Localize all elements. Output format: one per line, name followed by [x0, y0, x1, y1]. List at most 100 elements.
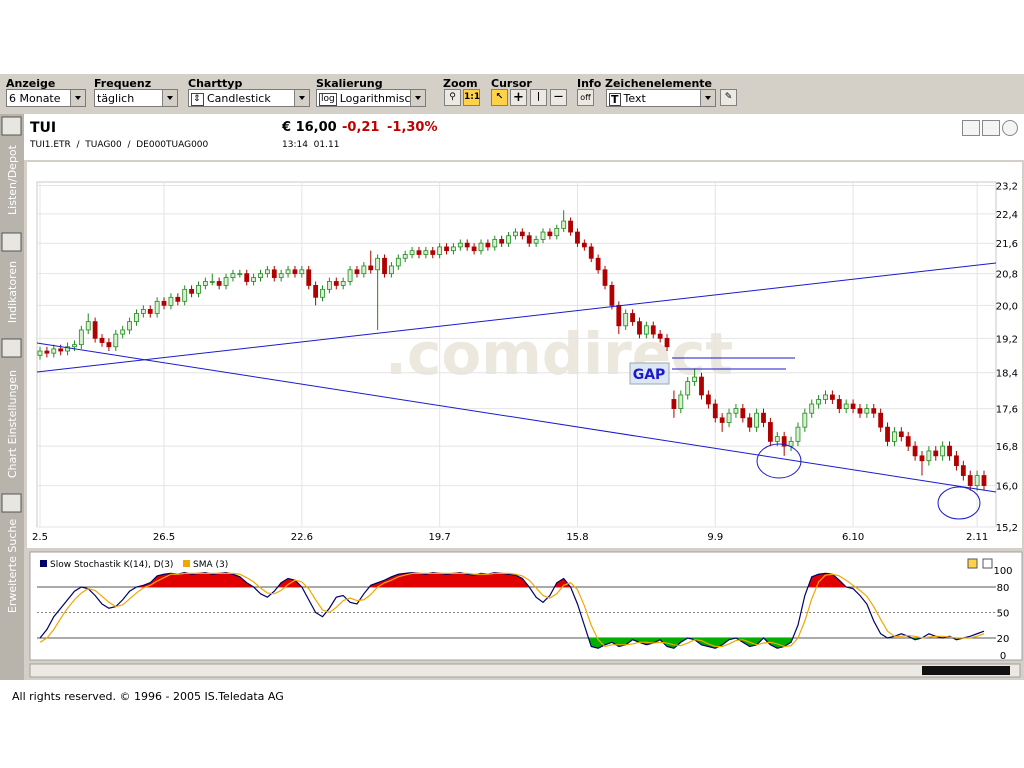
candle-body [251, 277, 257, 282]
sidebar-tab[interactable]: Listen/Depot [6, 144, 19, 215]
indicator-line [39, 572, 985, 648]
y-tick-label: 17,6 [996, 405, 1018, 416]
quote-time: 13:14 01.11 [282, 140, 340, 150]
trend-line [36, 342, 997, 493]
candle-body [306, 269, 312, 286]
tab-icon[interactable] [1, 232, 22, 252]
candle-body [258, 273, 263, 278]
candle-body [106, 342, 112, 348]
legend-label: SMA (3) [193, 560, 228, 570]
candle-body [747, 417, 753, 428]
candle-body [823, 394, 828, 400]
trend-line [36, 262, 997, 373]
candle-body [671, 399, 677, 409]
candle-body [202, 281, 208, 286]
instrument-name: TUI [30, 120, 57, 136]
candle-body [506, 235, 511, 244]
candle-body [51, 348, 57, 354]
scrollbar-thumb[interactable] [922, 666, 1010, 675]
refresh-icon[interactable] [1002, 120, 1018, 136]
candle-body [726, 412, 732, 423]
news-icon[interactable] [982, 120, 1000, 136]
price: € 16,00 [282, 120, 337, 135]
candle-body [264, 269, 270, 275]
panel-settings-icon[interactable] [967, 558, 978, 569]
drawings: GAP [36, 262, 997, 520]
x-tick-label: 2.5 [32, 532, 48, 543]
tab-icon[interactable] [1, 493, 22, 513]
scrollbar[interactable] [29, 663, 1021, 678]
candle-body [175, 296, 181, 302]
candle-body [878, 412, 884, 428]
candle-body [499, 239, 505, 244]
sidebar-tab[interactable]: Indikatoren [6, 261, 19, 323]
zoom-button[interactable]: ⚲ [444, 89, 461, 106]
candle-body [37, 350, 43, 356]
sidebar-tab[interactable]: Erweiterte Suche [6, 519, 19, 613]
main-panel [27, 162, 1022, 548]
tab-icon[interactable] [1, 338, 22, 358]
candle-body [623, 313, 629, 327]
dropdown[interactable]: täglich [94, 89, 178, 107]
candle-body [616, 304, 622, 327]
candle-body [712, 403, 718, 419]
indicator-panel [29, 551, 1023, 661]
y-tick-label: 23,2 [996, 181, 1018, 192]
zoom-reset-button[interactable]: 1:1 [463, 89, 480, 106]
candle-body [630, 313, 635, 323]
sidebar-tab[interactable]: Chart Einstellungen [6, 370, 19, 478]
cursor-arrow-button[interactable]: ↖ [491, 89, 508, 106]
candle-body [285, 269, 291, 275]
candle-body [657, 333, 663, 339]
x-tick-label: 9.9 [707, 532, 723, 543]
marker-ellipse [756, 443, 802, 479]
pen-button[interactable]: ✎ [720, 89, 737, 106]
info-button[interactable]: off [577, 89, 594, 106]
candle-body [154, 300, 160, 314]
dropdown[interactable]: 6 Monate [6, 89, 86, 107]
dropdown-value: Text [623, 92, 646, 105]
y-tick-label: 20,8 [996, 270, 1018, 281]
candle-body [554, 227, 560, 237]
dropdown-value: täglich [97, 92, 135, 105]
candle-body [850, 403, 856, 409]
candle-body [719, 417, 725, 423]
toolbar: Anzeige 6 Monate Frequenz täglich Chartt… [0, 73, 1024, 115]
candle-body [299, 269, 305, 275]
x-tick-label: 22.6 [291, 532, 313, 543]
view-icon[interactable] [962, 120, 980, 136]
tab-icon[interactable] [1, 116, 22, 136]
panel-close-icon[interactable] [982, 558, 993, 569]
candle-body [237, 273, 243, 276]
candle-body [216, 281, 222, 286]
candle-body [395, 257, 401, 267]
candle-body [361, 265, 367, 275]
candle-body [981, 475, 987, 486]
candle-body [99, 337, 105, 343]
candle-body [795, 426, 801, 442]
candle-body [843, 403, 849, 409]
candle-body [561, 220, 567, 229]
candle-body [864, 408, 870, 414]
candle-body [416, 250, 422, 255]
cursor-vertical-button[interactable]: | [530, 89, 547, 106]
field-label: Anzeige [6, 77, 56, 90]
y-tick-label: 15,2 [996, 523, 1018, 534]
field-label: Charttyp [188, 77, 243, 90]
dropdown[interactable]: log Logarithmisch [316, 89, 426, 107]
dropdown[interactable]: T Text [606, 89, 716, 107]
oversold-fill [40, 638, 984, 649]
candle-body [547, 231, 553, 237]
candle-body [898, 431, 904, 438]
candle-body [892, 431, 897, 442]
dropdown[interactable]: ⇕ Candlestick [188, 89, 310, 107]
legend-swatch [40, 560, 47, 567]
cursor-cross-button[interactable]: + [510, 89, 527, 106]
candle-body [430, 250, 436, 255]
instrument-ids: TUI1.ETR / TUAG00 / DE000TUAG000 [30, 140, 209, 150]
candle-body [705, 394, 711, 405]
cursor-horizontal-button[interactable]: — [550, 89, 567, 106]
dropdown-value: Candlestick [207, 92, 271, 105]
candle-body [457, 242, 463, 248]
candle-body [189, 288, 194, 294]
